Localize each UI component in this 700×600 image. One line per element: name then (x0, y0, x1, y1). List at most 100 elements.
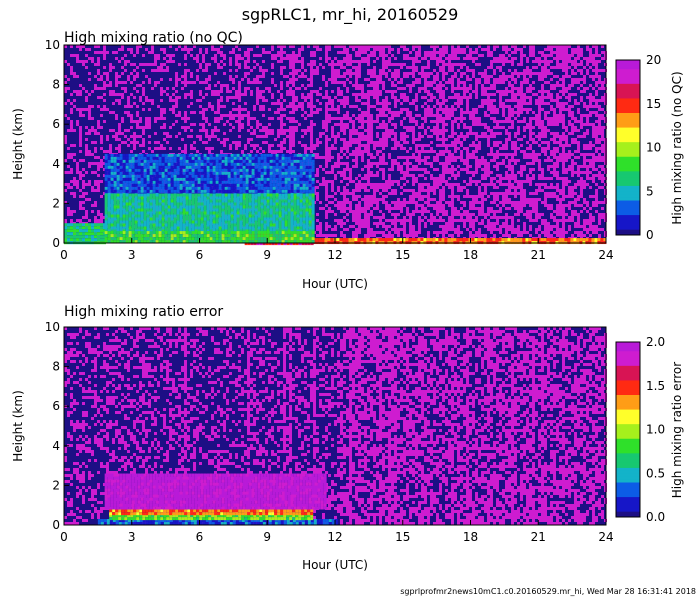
heatmap-cell (370, 174, 373, 177)
heatmap-cell (445, 225, 448, 228)
heatmap-cell (466, 99, 469, 102)
heatmap-cell (379, 102, 382, 105)
heatmap-cell (385, 144, 388, 147)
heatmap-cell (349, 60, 352, 63)
heatmap-cell (382, 159, 385, 162)
heatmap-cell (544, 63, 547, 66)
heatmap-cell (235, 108, 238, 111)
heatmap-cell (490, 222, 493, 225)
heatmap-cell (136, 135, 139, 138)
heatmap-cell (364, 225, 367, 228)
heatmap-cell (412, 48, 415, 51)
heatmap-cell (382, 48, 385, 51)
heatmap-cell (520, 204, 523, 207)
heatmap-cell (310, 144, 313, 147)
heatmap-cell (358, 51, 361, 54)
heatmap-cell (352, 93, 355, 96)
heatmap-cell (280, 141, 283, 144)
heatmap-cell (361, 48, 364, 51)
heatmap-cell (418, 114, 421, 117)
heatmap-cell (322, 75, 325, 78)
heatmap-cell (505, 105, 508, 108)
heatmap-cell (325, 234, 328, 237)
heatmap-cell (376, 117, 379, 120)
heatmap-cell (511, 120, 514, 123)
heatmap-cell (523, 150, 526, 153)
heatmap-cell (262, 108, 265, 111)
heatmap-cell (247, 123, 250, 126)
heatmap-cell (340, 156, 343, 159)
heatmap-cell (340, 51, 343, 54)
heatmap-cell (451, 129, 454, 132)
heatmap-cell (394, 105, 397, 108)
heatmap-cell (511, 51, 514, 54)
heatmap-cell (175, 105, 178, 108)
heatmap-cell (466, 219, 469, 222)
heatmap-cell (538, 117, 541, 120)
heatmap-cell (457, 165, 460, 168)
heatmap-cell (526, 210, 529, 213)
heatmap-cell (292, 129, 295, 132)
heatmap-cell (277, 60, 280, 63)
heatmap-cell (526, 57, 529, 60)
heatmap-cell (457, 84, 460, 87)
heatmap-cell (442, 51, 445, 54)
heatmap-cell (355, 84, 358, 87)
heatmap-cell (487, 48, 490, 51)
heatmap-cell (484, 123, 487, 126)
heatmap-cell (67, 129, 70, 132)
heatmap-cell (109, 81, 112, 84)
heatmap-cell (508, 99, 511, 102)
heatmap-cell (466, 90, 469, 93)
heatmap-cell (76, 165, 79, 168)
heatmap-cell (475, 123, 478, 126)
heatmap-cell (439, 189, 442, 192)
heatmap-cell (115, 114, 118, 117)
heatmap-cell (223, 57, 226, 60)
heatmap-cell (115, 99, 118, 102)
heatmap-cell (427, 72, 430, 75)
heatmap-cell (424, 114, 427, 117)
heatmap-cell (106, 75, 109, 78)
heatmap-cell (262, 141, 265, 144)
heatmap-cell (118, 126, 121, 129)
heatmap-cell (124, 60, 127, 63)
heatmap-cell (367, 78, 370, 81)
heatmap-cell (154, 54, 157, 57)
heatmap-cell (475, 81, 478, 84)
heatmap-cell (136, 51, 139, 54)
heatmap-cell (346, 126, 349, 129)
heatmap-cell (184, 63, 187, 66)
heatmap-cell (460, 153, 463, 156)
heatmap-cell (124, 90, 127, 93)
heatmap-cell (499, 54, 502, 57)
heatmap-cell (472, 222, 475, 225)
heatmap-cell (85, 66, 88, 69)
heatmap-cell (100, 195, 103, 198)
heatmap-cell (451, 90, 454, 93)
heatmap-cell (481, 99, 484, 102)
heatmap-cell (262, 150, 265, 153)
heatmap-cell (373, 81, 376, 84)
heatmap-cell (97, 126, 100, 129)
heatmap-cell (544, 111, 547, 114)
heatmap-cell (73, 105, 76, 108)
heatmap-cell (67, 156, 70, 159)
heatmap-cell (421, 147, 424, 150)
heatmap-cell (481, 48, 484, 51)
heatmap-cell (241, 123, 244, 126)
heatmap-cell (367, 111, 370, 114)
heatmap-cell (349, 210, 352, 213)
heatmap-cell (280, 54, 283, 57)
heatmap-cell (460, 108, 463, 111)
heatmap-cell (523, 108, 526, 111)
heatmap-cell (421, 105, 424, 108)
heatmap-cell (148, 123, 151, 126)
heatmap-cell (352, 66, 355, 69)
heatmap-cell (259, 75, 262, 78)
heatmap-cell (493, 234, 496, 237)
heatmap-cell (454, 147, 457, 150)
heatmap-cell (538, 60, 541, 63)
heatmap-cell (235, 57, 238, 60)
heatmap-cell (385, 132, 388, 135)
